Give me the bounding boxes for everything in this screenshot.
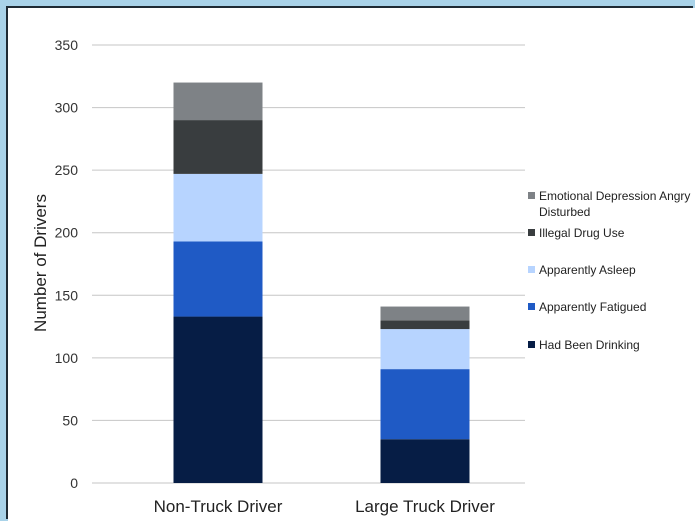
- legend-label-illegal-drug-use: Illegal Drug Use: [539, 226, 625, 240]
- bar-1-illegal-drug-use: [173, 120, 263, 174]
- legend-label-had-been-drinking: Had Been Drinking: [539, 338, 640, 352]
- x-axis-categories: Non-Truck Driver Large Truck Driver: [154, 497, 496, 516]
- legend-label-apparently-asleep: Apparently Asleep: [539, 263, 636, 277]
- x-category-label-1: Non-Truck Driver: [154, 497, 283, 516]
- legend-swatch-had-been-drinking: [528, 341, 535, 348]
- bars: [173, 82, 470, 483]
- x-category-label-2: Large Truck Driver: [355, 497, 495, 516]
- y-axis-ticks: 0 50 100 150 200 250 300 350: [55, 37, 79, 491]
- bar-2-illegal-drug-use: [380, 320, 470, 330]
- legend-swatch-apparently-fatigued: [528, 303, 535, 310]
- bar-1-apparently-fatigued: [173, 241, 263, 317]
- bar-1-had-been-drinking: [173, 316, 263, 483]
- legend: Emotional Depression Angry Disturbed Illeg…: [528, 189, 690, 352]
- bar-2-apparently-asleep: [380, 329, 470, 370]
- bar-1-emotional-depression-angry-disturbed: [173, 82, 263, 121]
- bar-2-emotional-depression-angry-disturbed: [380, 306, 470, 321]
- y-axis-label: Number of Drivers: [31, 194, 50, 332]
- bar-2-had-been-drinking: [380, 439, 470, 483]
- y-tick-label-250: 250: [55, 162, 79, 178]
- legend-label-apparently-fatigued: Apparently Fatigued: [539, 300, 646, 314]
- y-tick-label-200: 200: [55, 225, 79, 241]
- legend-swatch-illegal-drug-use: [528, 229, 535, 236]
- y-tick-label-0: 0: [70, 475, 78, 491]
- legend-swatch-emotional-depression-angry-disturbed: [528, 192, 535, 199]
- chart-panel: [8, 8, 695, 521]
- legend-swatch-apparently-asleep: [528, 266, 535, 273]
- y-tick-label-150: 150: [55, 287, 79, 303]
- gridlines: [92, 44, 525, 484]
- legend-label-emotional-depression-angry-disturbed: Emotional Depression Angry: [539, 189, 690, 203]
- y-tick-label-300: 300: [55, 100, 79, 116]
- y-tick-label-50: 50: [62, 412, 78, 428]
- y-tick-label-100: 100: [55, 350, 79, 366]
- y-tick-label-350: 350: [55, 37, 79, 53]
- bar-1-apparently-asleep: [173, 173, 263, 242]
- bar-2-apparently-fatigued: [380, 369, 470, 440]
- legend-label-emotional-depression-angry-disturbed-line-2: Disturbed: [539, 205, 590, 219]
